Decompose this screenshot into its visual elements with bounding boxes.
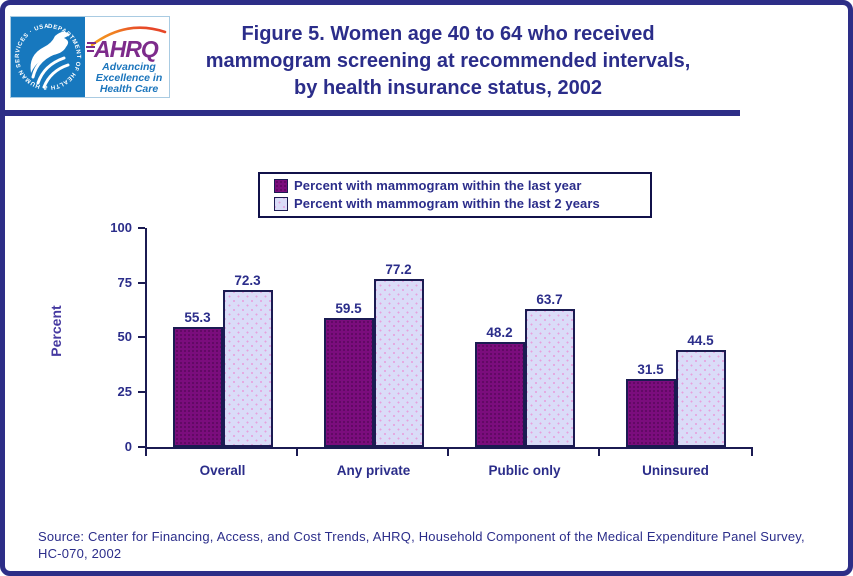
y-axis-tick	[138, 227, 145, 229]
ahrq-acronym: AHRQ	[93, 36, 159, 62]
bar-column: 48.2	[474, 325, 525, 447]
hhs-eagle-icon: DEPARTMENT OF HEALTH & HUMAN SERVICES · …	[15, 24, 80, 90]
bar-value-label: 31.5	[637, 362, 664, 377]
bar-group: 48.2 63.7	[449, 292, 600, 447]
bar-group: 59.5 77.2	[298, 262, 449, 447]
source-note-line1: Source: Center for Financing, Access, an…	[38, 529, 805, 544]
bar	[625, 379, 676, 447]
bar	[373, 279, 424, 447]
bar-value-label: 63.7	[536, 292, 563, 307]
bar-column: 59.5	[323, 301, 374, 447]
y-axis-tick	[138, 336, 145, 338]
ahrq-hhs-logo: DEPARTMENT OF HEALTH & HUMAN SERVICES · …	[10, 16, 170, 98]
bar-value-label: 72.3	[234, 273, 261, 288]
x-category-label-any-private: Any private	[336, 463, 411, 478]
y-tick-label-50: 50	[117, 329, 132, 344]
header-divider	[5, 110, 740, 116]
bar	[222, 290, 273, 447]
x-category-label-uninsured: Uninsured	[642, 463, 709, 478]
legend-label-last-2-years: Percent with mammogram within the last 2…	[294, 196, 600, 211]
y-tick-label-100: 100	[110, 220, 132, 235]
bar	[172, 327, 223, 447]
source-note-line2: HC-070, 2002	[38, 546, 122, 561]
y-tick-label-25: 25	[117, 384, 132, 399]
bar-column: 72.3	[222, 273, 273, 447]
x-axis-tick	[447, 449, 449, 456]
bar-column: 55.3	[172, 310, 223, 447]
y-axis-tick	[138, 391, 145, 393]
x-axis-line	[145, 447, 753, 449]
legend-item-last-2-years: Percent with mammogram within the last 2…	[274, 195, 644, 213]
hhs-seal: DEPARTMENT OF HEALTH & HUMAN SERVICES · …	[11, 17, 85, 97]
bar	[474, 342, 525, 447]
ahrq-arc-icon	[90, 26, 167, 47]
ahrq-wordmark-svg: AHRQ Advancing Excellence in Health Care	[86, 26, 167, 95]
legend-item-last-year: Percent with mammogram within the last y…	[274, 177, 644, 195]
y-axis-line	[145, 228, 147, 449]
x-category-labels: Overall Any private Public only Uninsure…	[147, 463, 751, 478]
legend-label-last-year: Percent with mammogram within the last y…	[294, 178, 582, 193]
source-note: Source: Center for Financing, Access, an…	[38, 528, 828, 562]
bar-value-label: 48.2	[486, 325, 513, 340]
bar-group: 31.5 44.5	[600, 333, 751, 447]
plot-groups: 55.3 72.3 59.5 77.2 48.2 63.7 31.5 44.5	[147, 228, 751, 447]
y-axis-title: Percent	[48, 305, 64, 357]
y-axis-tick	[138, 446, 145, 448]
bar-column: 44.5	[675, 333, 726, 447]
bar-group: 55.3 72.3	[147, 273, 298, 447]
figure-title-line3: by health insurance status, 2002	[294, 77, 602, 99]
legend: Percent with mammogram within the last y…	[258, 172, 652, 218]
ahrq-tagline-line1: Advancing	[101, 61, 156, 73]
ahrq-tagline-line3: Health Care	[100, 83, 159, 95]
legend-swatch-last-2-years	[274, 197, 288, 211]
bar-column: 31.5	[625, 362, 676, 447]
legend-swatch-last-year	[274, 179, 288, 193]
y-tick-label-0: 0	[124, 439, 132, 454]
bar-column: 63.7	[524, 292, 575, 447]
bar	[524, 309, 575, 447]
bar	[323, 318, 374, 447]
bar-value-label: 55.3	[184, 310, 211, 325]
x-axis-tick	[598, 449, 600, 456]
y-tick-label-75: 75	[117, 275, 132, 290]
bar	[675, 350, 726, 447]
x-axis-tick	[296, 449, 298, 456]
figure-title: Figure 5. Women age 40 to 64 who receive…	[170, 21, 726, 102]
x-category-label-public-only: Public only	[488, 463, 561, 478]
ahrq-wordmark: AHRQ Advancing Excellence in Health Care	[85, 17, 169, 97]
y-axis-tick	[138, 282, 145, 284]
bar-column: 77.2	[373, 262, 424, 447]
bar-value-label: 77.2	[385, 262, 412, 277]
bar-value-label: 44.5	[687, 333, 714, 348]
x-axis-tick	[145, 449, 147, 456]
figure-title-line1: Figure 5. Women age 40 to 64 who receive…	[241, 23, 655, 45]
bar-value-label: 59.5	[335, 301, 362, 316]
ahrq-tagline-line2: Excellence in	[96, 72, 163, 84]
figure-title-line2: mammogram screening at recommended inter…	[205, 50, 691, 72]
x-category-label-overall: Overall	[199, 463, 246, 478]
x-axis-tick	[751, 449, 753, 456]
